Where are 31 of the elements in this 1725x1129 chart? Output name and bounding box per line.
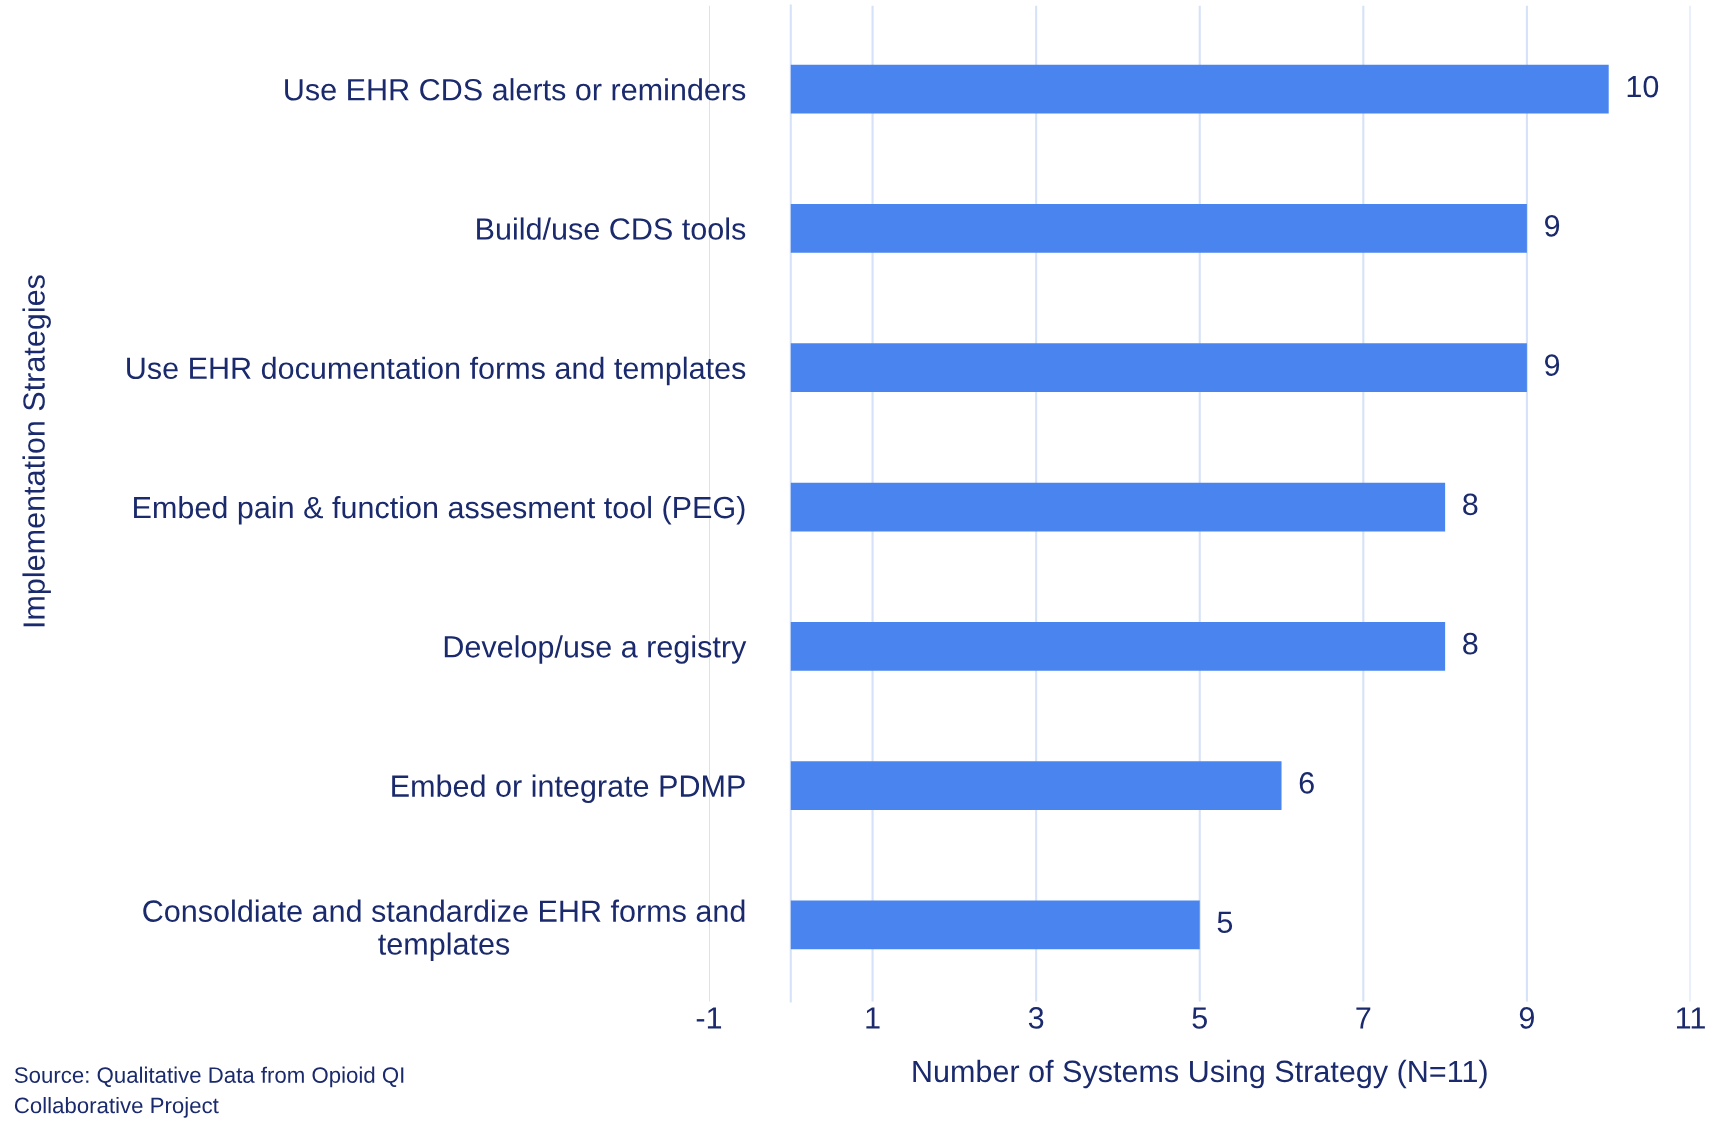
- data-label: 6: [1299, 772, 1314, 794]
- y-tick-label: Use EHR CDS alerts or reminders: [285, 78, 746, 101]
- data-label: 10: [1627, 75, 1659, 98]
- bar: [790, 621, 1446, 671]
- data-label: 8: [1463, 632, 1478, 655]
- data-label: 8: [1463, 493, 1478, 516]
- source-note: Source: Qualitative Data from Opioid QI Collaborative Project: [14, 1066, 404, 1118]
- y-tick-label: Embed pain & function assesment tool (PEG): [134, 495, 745, 525]
- x-tick-label: 7: [1356, 1007, 1371, 1029]
- y-tick-label: Embed or integrate PDMP: [392, 774, 745, 803]
- x-tick-label: 1: [866, 1007, 880, 1029]
- x-tick-label: -1: [696, 1007, 722, 1029]
- x-tick-label: 5: [1192, 1007, 1207, 1029]
- bar: [790, 343, 1527, 393]
- y-tick-label: Use EHR documentation forms and templates: [127, 356, 746, 386]
- bar: [790, 482, 1446, 532]
- x-axis-title: Number of Systems Using Strategy (N=11): [913, 1059, 1487, 1089]
- data-label: 9: [1545, 354, 1560, 376]
- y-tick-label: Build/use CDS tools: [477, 217, 746, 240]
- x-tick-label: 3: [1028, 1007, 1044, 1029]
- bar: [790, 204, 1527, 253]
- y-axis-title: Implementation Strategies: [22, 275, 51, 627]
- y-tick-label: Develop/use a registry: [444, 635, 747, 664]
- bar: [790, 900, 1200, 950]
- bar: [790, 64, 1609, 114]
- bar: [790, 761, 1282, 810]
- x-tick-label: 9: [1519, 1007, 1534, 1029]
- data-label: 5: [1217, 911, 1233, 934]
- y-tick-label: Consoldiate and standardize EHR forms and templates: [143, 899, 745, 961]
- data-label: 9: [1545, 215, 1560, 237]
- x-tick-label: 11: [1676, 1007, 1705, 1029]
